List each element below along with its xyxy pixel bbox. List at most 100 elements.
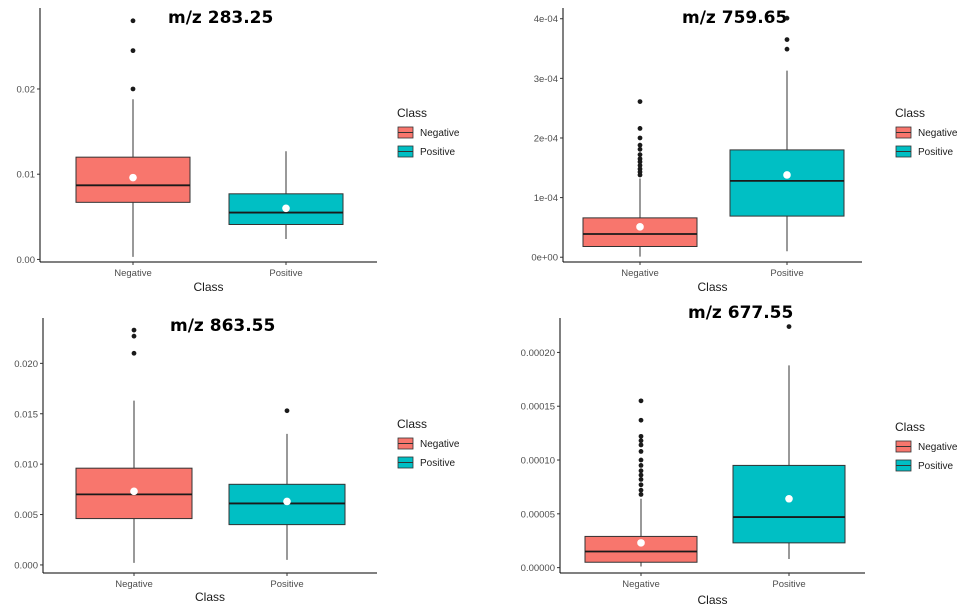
y-tick-label: 0.015 (14, 409, 38, 420)
legend-key-negative: Negative (397, 437, 460, 450)
box-positive (729, 15, 845, 252)
legend-label: Negative (918, 128, 958, 139)
box-negative (584, 398, 698, 567)
legend-label: Positive (918, 147, 953, 158)
x-tick-label: Positive (269, 268, 302, 279)
iqr-box (732, 464, 846, 544)
outlier-point (638, 468, 644, 474)
panel-title: m/z 863.55 (170, 316, 275, 336)
legend-label: Positive (918, 461, 953, 472)
outlier-point (638, 457, 644, 463)
y-tick-label: 0.02 (17, 84, 36, 95)
y-tick-label: 1e-04 (534, 193, 558, 204)
legend-label: Negative (918, 442, 958, 453)
outlier-point (637, 126, 643, 131)
y-tick-label: 0.00015 (521, 402, 555, 413)
outlier-point (784, 15, 790, 21)
x-tick-label: Positive (770, 268, 803, 279)
x-axis-title: Class (697, 593, 727, 607)
iqr-box (729, 149, 845, 217)
legend-title: Class (895, 106, 925, 120)
legend-key-negative: Negative (895, 126, 958, 139)
outlier-point (637, 142, 643, 148)
outlier-point (784, 46, 790, 52)
x-axis-title: Class (697, 280, 727, 294)
y-tick-label: 0.020 (14, 359, 38, 370)
panel-title: m/z 677.55 (688, 303, 793, 323)
y-tick-label: 0.00000 (521, 563, 555, 574)
outlier-point (638, 482, 644, 488)
box-positive (228, 151, 344, 239)
y-tick-label: 0e+00 (531, 253, 558, 264)
mean-point (636, 223, 644, 231)
mean-point (785, 494, 793, 503)
box-negative (75, 18, 191, 257)
outlier-point (638, 487, 644, 493)
outlier-point (637, 146, 643, 152)
outlier-point (131, 327, 137, 333)
outlier-point (638, 438, 644, 444)
outlier-point (638, 449, 644, 454)
legend-label: Negative (420, 128, 460, 139)
outlier-point (638, 398, 644, 404)
outlier-point (637, 135, 643, 141)
outlier-point (638, 442, 644, 448)
y-tick-label: 0.00 (17, 255, 36, 266)
y-tick-label: 0.00020 (521, 348, 555, 359)
iqr-box (75, 156, 191, 203)
y-tick-label: 0.005 (14, 510, 38, 521)
y-tick-label: 0.01 (17, 170, 36, 181)
outlier-point (637, 99, 643, 105)
legend-label: Positive (420, 147, 455, 158)
legend-title: Class (397, 417, 427, 431)
outlier-point (637, 152, 643, 158)
x-tick-label: Positive (772, 579, 805, 590)
outlier-point (638, 463, 644, 468)
box-positive (228, 408, 346, 560)
legend-title: Class (895, 420, 925, 434)
outlier-point (638, 476, 644, 482)
legend: Class Negative Positive (397, 417, 460, 469)
x-tick-label: Negative (621, 268, 659, 279)
mean-point (282, 204, 290, 213)
legend-label: Positive (420, 458, 455, 469)
x-tick-label: Negative (115, 579, 153, 590)
outlier-point (638, 472, 644, 478)
y-tick-label: 4e-04 (534, 14, 558, 25)
y-tick-label: 0.00010 (521, 456, 555, 467)
y-tick-label: 3e-04 (534, 74, 558, 85)
box-negative (582, 99, 698, 257)
outlier-point (637, 163, 643, 168)
outlier-point (637, 166, 643, 172)
chart-panel-3: 0.000 0.005 0.010 0.015 0.020 Negative Positiv… (14, 316, 460, 604)
legend-key-positive: Positive (397, 145, 455, 158)
legend-title: Class (397, 106, 427, 120)
legend-key-negative: Negative (397, 126, 460, 139)
outlier-point (638, 492, 644, 497)
mean-point (637, 539, 645, 547)
legend: Class Negative Positive (895, 420, 958, 472)
legend-key-positive: Positive (397, 456, 455, 469)
outlier-point (784, 37, 790, 43)
panel-title: m/z 759.65 (682, 8, 787, 28)
outlier-point (786, 324, 792, 330)
x-axis-title: Class (195, 590, 225, 604)
chart-panel-2: 0e+00 1e-04 2e-04 3e-04 4e-04 Negative Positiv… (531, 8, 958, 294)
panel-title: m/z 283.25 (168, 8, 273, 28)
x-tick-label: Negative (622, 579, 660, 590)
x-axis-title: Class (193, 280, 223, 294)
outlier-point (284, 408, 290, 414)
mean-point (783, 171, 791, 179)
y-tick-label: 0.00005 (521, 509, 555, 520)
outlier-point (637, 156, 643, 162)
chart-panel-1: 0.00 0.01 0.02 Negative Positive Class m/z 283… (17, 8, 460, 294)
legend-label: Negative (420, 439, 460, 450)
legend: Class Negative Positive (397, 106, 460, 158)
y-tick-label: 0.010 (14, 460, 38, 471)
box-negative (75, 327, 193, 563)
y-tick-label: 2e-04 (534, 133, 558, 144)
y-tick-label: 0.000 (14, 560, 38, 571)
iqr-box (582, 217, 698, 247)
legend-key-positive: Positive (895, 145, 953, 158)
